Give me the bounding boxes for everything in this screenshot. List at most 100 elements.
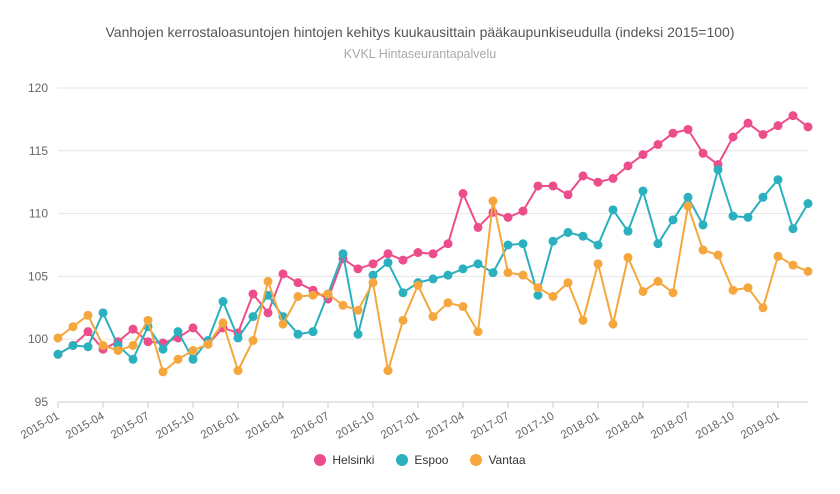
legend-marker-helsinki	[314, 454, 327, 466]
data-point-vantaa	[503, 268, 513, 278]
data-point-espoo	[218, 297, 228, 307]
legend-marker-espoo	[396, 454, 409, 466]
x-tick-label: 2017-10	[514, 410, 557, 442]
data-point-vantaa	[233, 366, 243, 376]
x-tick-label: 2016-04	[244, 410, 287, 442]
data-point-espoo	[353, 329, 363, 339]
x-tick-label: 2015-04	[64, 410, 107, 442]
data-point-espoo	[293, 329, 303, 339]
y-tick-label: 95	[35, 395, 49, 409]
data-point-helsinki	[368, 259, 378, 269]
x-tick-label: 2017-01	[379, 410, 422, 442]
data-point-vantaa	[488, 196, 498, 206]
data-point-helsinki	[293, 278, 303, 288]
data-point-vantaa	[803, 266, 813, 276]
data-point-helsinki	[143, 337, 153, 347]
data-point-espoo	[803, 199, 813, 209]
data-point-espoo	[653, 239, 663, 249]
data-point-vantaa	[128, 340, 138, 350]
data-point-helsinki	[458, 189, 468, 199]
y-tick-label: 100	[28, 332, 48, 346]
data-point-vantaa	[278, 319, 288, 329]
data-point-espoo	[743, 212, 753, 222]
data-point-helsinki	[608, 173, 618, 183]
data-point-espoo	[758, 192, 768, 202]
data-point-espoo	[158, 344, 168, 354]
data-point-espoo	[188, 354, 198, 364]
data-point-espoo	[458, 264, 468, 274]
data-point-helsinki	[728, 132, 738, 142]
data-point-espoo	[668, 215, 678, 225]
y-tick-label: 120	[28, 81, 48, 95]
data-point-helsinki	[653, 140, 663, 150]
data-point-vantaa	[188, 346, 198, 356]
x-tick-label: 2017-07	[469, 410, 512, 442]
data-point-helsinki	[188, 323, 198, 333]
data-point-vantaa	[173, 354, 183, 364]
data-point-vantaa	[338, 300, 348, 310]
data-point-helsinki	[743, 118, 753, 128]
data-point-vantaa	[323, 289, 333, 299]
data-point-vantaa	[113, 346, 123, 356]
data-point-vantaa	[563, 278, 573, 288]
data-point-helsinki	[758, 129, 768, 139]
data-point-helsinki	[383, 249, 393, 259]
x-tick-label: 2018-01	[559, 410, 602, 442]
data-point-helsinki	[593, 177, 603, 187]
data-point-vantaa	[728, 285, 738, 295]
legend-item-espoo[interactable]: Espoo	[396, 453, 448, 467]
data-point-helsinki	[413, 248, 423, 258]
legend-label-espoo: Espoo	[414, 453, 449, 467]
data-point-espoo	[578, 231, 588, 241]
data-point-espoo	[593, 240, 603, 250]
data-point-helsinki	[353, 264, 363, 274]
data-point-vantaa	[218, 318, 228, 328]
data-point-espoo	[83, 342, 93, 352]
data-point-vantaa	[683, 201, 693, 211]
data-point-helsinki	[128, 324, 138, 334]
data-point-espoo	[548, 236, 558, 246]
chart-title: Vanhojen kerrostaloasuntojen hintojen ke…	[105, 24, 735, 40]
y-tick-label: 105	[28, 269, 48, 283]
data-point-vantaa	[608, 319, 618, 329]
y-tick-label: 110	[29, 207, 48, 221]
data-point-espoo	[533, 290, 543, 300]
data-point-helsinki	[398, 255, 408, 265]
x-tick-label: 2018-04	[604, 410, 647, 442]
data-point-vantaa	[623, 253, 633, 263]
data-point-vantaa	[158, 367, 168, 377]
data-point-helsinki	[473, 222, 483, 232]
data-point-helsinki	[428, 249, 438, 259]
data-point-vantaa	[518, 270, 528, 280]
data-point-vantaa	[398, 315, 408, 325]
data-point-vantaa	[53, 333, 63, 343]
legend-item-vantaa[interactable]: Vantaa	[470, 453, 526, 467]
data-point-vantaa	[668, 288, 678, 298]
data-point-espoo	[233, 333, 243, 343]
data-point-vantaa	[143, 315, 153, 325]
x-tick-label: 2018-10	[694, 410, 737, 442]
data-point-vantaa	[83, 310, 93, 320]
data-point-espoo	[473, 259, 483, 269]
x-tick-label: 2015-01	[19, 410, 62, 442]
data-point-helsinki	[518, 206, 528, 216]
data-point-espoo	[398, 288, 408, 298]
x-tick-label: 2016-07	[289, 410, 332, 442]
data-point-helsinki	[248, 289, 258, 299]
data-point-espoo	[248, 312, 258, 322]
data-point-vantaa	[443, 298, 453, 308]
legend: Helsinki Espoo Vantaa	[0, 453, 840, 467]
x-tick-label: 2018-07	[649, 410, 692, 442]
data-point-vantaa	[578, 315, 588, 325]
series-line-vantaa	[57, 200, 809, 374]
data-point-helsinki	[533, 181, 543, 191]
data-point-vantaa	[368, 278, 378, 288]
data-point-vantaa	[293, 291, 303, 301]
y-tick-label: 115	[29, 144, 48, 158]
data-point-espoo	[503, 240, 513, 250]
data-point-helsinki	[443, 239, 453, 249]
data-point-espoo	[98, 308, 108, 318]
legend-item-helsinki[interactable]: Helsinki	[314, 453, 374, 467]
data-point-helsinki	[788, 111, 798, 121]
